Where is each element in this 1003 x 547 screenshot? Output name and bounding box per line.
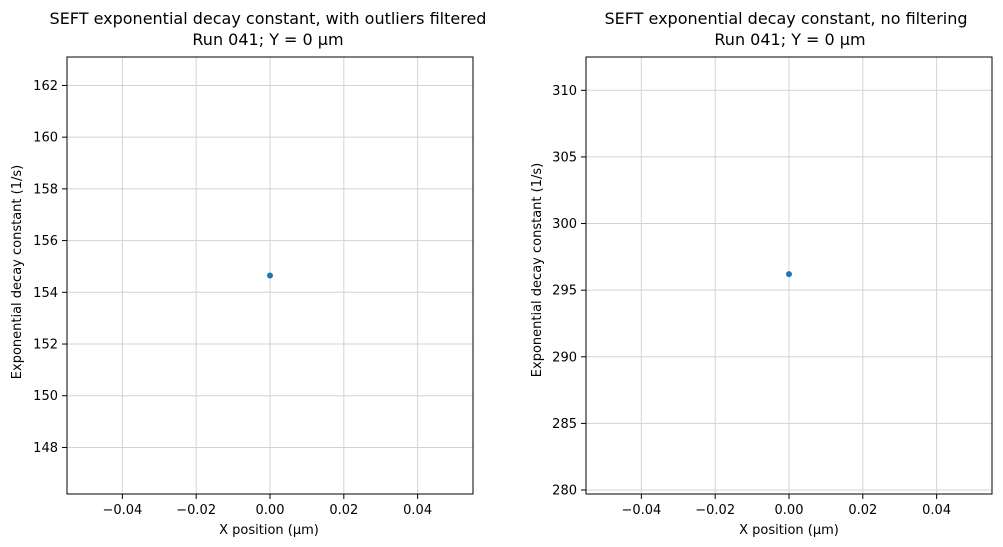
left-chart-title: SEFT exponential decay constant, with ou… — [50, 9, 487, 28]
right-data-point — [786, 271, 792, 278]
left-y-tick-label: 162 — [33, 79, 58, 94]
right-y-tick-label: 280 — [552, 484, 577, 499]
right-y-tick-label: 290 — [552, 350, 577, 365]
left-y-axis-label: Exponential decay constant (1/s) — [10, 165, 25, 379]
left-data-point — [267, 272, 273, 279]
right-x-tick-label: 0.02 — [848, 503, 877, 518]
left-chart: SEFT exponential decay constant, with ou… — [10, 9, 486, 538]
left-y-tick-label: 148 — [33, 441, 58, 456]
left-plot-area: −0.04 −0.02 0.00 0.02 0.04 148 150 152 154 156 158… — [33, 56, 474, 518]
right-y-tick-label: 310 — [552, 84, 577, 99]
left-y-tick-label: 154 — [33, 286, 58, 301]
left-y-tick-label: 152 — [33, 338, 58, 353]
right-y-tick-label: 300 — [552, 217, 577, 232]
left-x-tick-label: 0.00 — [256, 503, 285, 518]
left-x-tick-label: 0.02 — [329, 503, 358, 518]
right-chart-subtitle: Run 041; Y = 0 µm — [714, 30, 865, 49]
left-x-tick-label: −0.04 — [102, 503, 142, 518]
right-y-tick-label: 285 — [552, 417, 577, 432]
left-x-tick-label: 0.04 — [403, 503, 432, 518]
left-x-axis-label: X position (µm) — [219, 523, 319, 538]
left-y-tick-label: 156 — [33, 234, 58, 249]
right-x-tick-label: 0.04 — [922, 503, 951, 518]
right-chart-title: SEFT exponential decay constant, no filt… — [604, 9, 967, 28]
right-x-axis-label: X position (µm) — [739, 523, 839, 538]
left-y-tick-label: 160 — [33, 131, 58, 146]
right-x-tick-label: −0.02 — [695, 503, 735, 518]
left-chart-subtitle: Run 041; Y = 0 µm — [192, 30, 343, 49]
left-y-tick-label: 150 — [33, 389, 58, 404]
left-x-tick-label: −0.02 — [176, 503, 216, 518]
left-y-tick-label: 158 — [33, 182, 58, 197]
right-chart: SEFT exponential decay constant, no filt… — [530, 9, 993, 538]
right-x-tick-label: 0.00 — [775, 503, 804, 518]
right-y-tick-label: 305 — [552, 150, 577, 165]
right-x-tick-label: −0.04 — [621, 503, 661, 518]
right-y-tick-label: 295 — [552, 284, 577, 299]
right-plot-area: −0.04 −0.02 0.00 0.02 0.04 280 285 290 295 300 305… — [552, 56, 993, 518]
right-y-axis-label: Exponential decay constant (1/s) — [530, 163, 545, 377]
